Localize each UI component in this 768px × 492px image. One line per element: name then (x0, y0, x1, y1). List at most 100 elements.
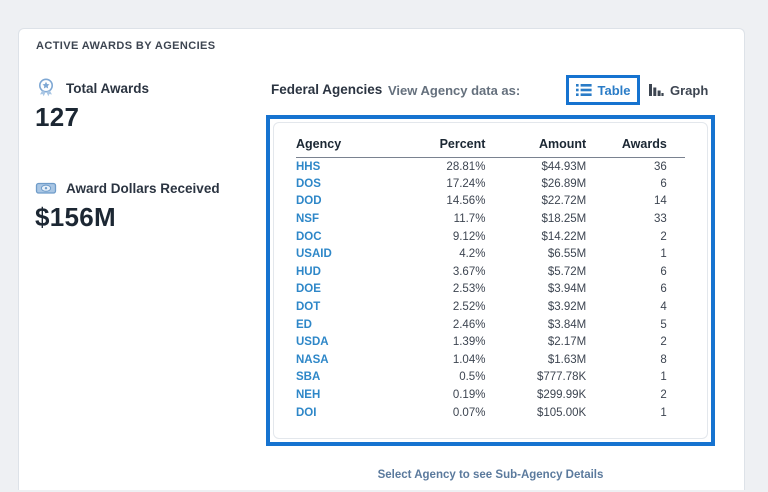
spacer-cell (667, 193, 685, 211)
amount-cell: $6.55M (547, 248, 587, 261)
sub-agency-hint: Select Agency to see Sub-Agency Details (377, 469, 604, 481)
amount-cell: $2.17M (547, 336, 587, 349)
amount-cell: $5.72M (547, 265, 587, 278)
spacer-cell (667, 245, 685, 263)
table-row: DOS 17.24% $26.89M 6 (296, 175, 685, 193)
agency-link[interactable]: HHS (296, 160, 321, 173)
agency-link[interactable]: DOI (296, 406, 317, 419)
agency-link[interactable]: DOC (296, 230, 322, 243)
view-graph-label: Graph (670, 82, 709, 98)
awards-cell: 36 (654, 160, 667, 173)
total-awards-value: 127 (35, 102, 80, 132)
agency-link[interactable]: USDA (296, 336, 329, 349)
amount-cell: $777.78K (536, 371, 587, 384)
view-table-label: Table (597, 82, 631, 98)
agency-link[interactable]: ED (296, 318, 312, 331)
percent-cell: 0.5% (459, 371, 486, 384)
spacer-cell (667, 263, 685, 281)
percent-cell: 2.53% (452, 283, 486, 296)
table-row: HUD 3.67% $5.72M 6 (296, 263, 685, 281)
money-icon (34, 176, 58, 200)
spacer-cell (667, 351, 685, 369)
awards-cell: 6 (660, 177, 667, 190)
spacer-cell (667, 210, 685, 228)
awards-cell: 8 (660, 353, 667, 366)
percent-cell: 0.19% (452, 389, 486, 402)
percent-cell: 3.67% (452, 265, 486, 278)
awards-cell: 5 (660, 318, 667, 331)
awards-cell: 4 (660, 301, 667, 314)
percent-cell: 14.56% (446, 195, 486, 208)
col-header-amount: Amount (485, 133, 587, 158)
total-awards-label: Total Awards (66, 80, 150, 96)
amount-cell: $3.94M (547, 283, 587, 296)
section-title: ACTIVE AWARDS BY AGENCIES (36, 40, 216, 52)
amount-cell: $18.25M (541, 213, 587, 226)
table-row: NEH 0.19% $299.99K 2 (296, 386, 685, 404)
panel-title: Federal Agencies (271, 82, 383, 97)
awards-cell: 6 (660, 265, 667, 278)
spacer-cell (667, 228, 685, 246)
awards-cell: 2 (660, 230, 667, 243)
spacer-cell (667, 175, 685, 193)
table-row: DOI 0.07% $105.00K 1 (296, 404, 685, 422)
spacer-cell (667, 386, 685, 404)
view-mode-label: View Agency data as: (388, 83, 521, 98)
col-header-awards: Awards (586, 133, 667, 158)
spacer-cell (667, 316, 685, 334)
award-dollars-stat: Award Dollars Received (34, 176, 220, 200)
col-header-percent: Percent (400, 133, 486, 158)
percent-cell: 17.24% (446, 177, 486, 190)
percent-cell: 1.04% (452, 353, 486, 366)
list-icon (575, 83, 592, 97)
bar-chart-icon (648, 83, 664, 97)
agency-table-box: Agency Percent Amount Awards HHS 28.81% $4… (266, 115, 715, 446)
percent-cell: 0.07% (452, 406, 486, 419)
amount-cell: $3.92M (547, 301, 587, 314)
agency-link[interactable]: NSF (296, 213, 319, 226)
spacer-cell (667, 281, 685, 299)
table-row: DOT 2.52% $3.92M 4 (296, 298, 685, 316)
amount-cell: $44.93M (541, 160, 587, 173)
agency-link[interactable]: DOT (296, 301, 321, 314)
spacer-cell (667, 369, 685, 387)
awards-cell: 6 (660, 283, 667, 296)
awards-cell: 33 (654, 213, 667, 226)
agency-link[interactable]: SBA (296, 371, 321, 384)
agency-link[interactable]: DOS (296, 177, 321, 190)
spacer-cell (667, 298, 685, 316)
view-graph-button[interactable]: Graph (648, 75, 709, 105)
spacer-cell (667, 404, 685, 422)
table-row: ED 2.46% $3.84M 5 (296, 316, 685, 334)
table-header-row: Agency Percent Amount Awards (296, 133, 685, 158)
table-row: NASA 1.04% $1.63M 8 (296, 351, 685, 369)
spacer-cell (667, 158, 685, 176)
percent-cell: 28.81% (446, 160, 486, 173)
percent-cell: 2.46% (452, 318, 486, 331)
table-row: SBA 0.5% $777.78K 1 (296, 369, 685, 387)
agency-link[interactable]: DOD (296, 195, 322, 208)
table-row: NSF 11.7% $18.25M 33 (296, 210, 685, 228)
agency-table: Agency Percent Amount Awards HHS 28.81% $4… (296, 133, 685, 421)
view-table-button[interactable]: Table (566, 75, 640, 105)
agency-link[interactable]: NEH (296, 389, 321, 402)
percent-cell: 1.39% (452, 336, 486, 349)
percent-cell: 9.12% (452, 230, 486, 243)
agency-link[interactable]: DOE (296, 283, 321, 296)
active-awards-card: ACTIVE AWARDS BY AGENCIES Total Awards 1… (18, 28, 745, 490)
medal-icon (34, 76, 58, 100)
amount-cell: $22.72M (541, 195, 587, 208)
amount-cell: $26.89M (541, 177, 587, 190)
awards-cell: 1 (660, 406, 667, 419)
percent-cell: 2.52% (452, 301, 486, 314)
table-row: DOC 9.12% $14.22M 2 (296, 228, 685, 246)
agency-link[interactable]: USAID (296, 248, 332, 261)
amount-cell: $14.22M (541, 230, 587, 243)
amount-cell: $105.00K (536, 406, 587, 419)
agency-link[interactable]: NASA (296, 353, 329, 366)
awards-cell: 1 (660, 371, 667, 384)
spacer-cell (667, 333, 685, 351)
total-awards-stat: Total Awards (34, 76, 149, 100)
agency-link[interactable]: HUD (296, 265, 321, 278)
amount-cell: $3.84M (547, 318, 587, 331)
